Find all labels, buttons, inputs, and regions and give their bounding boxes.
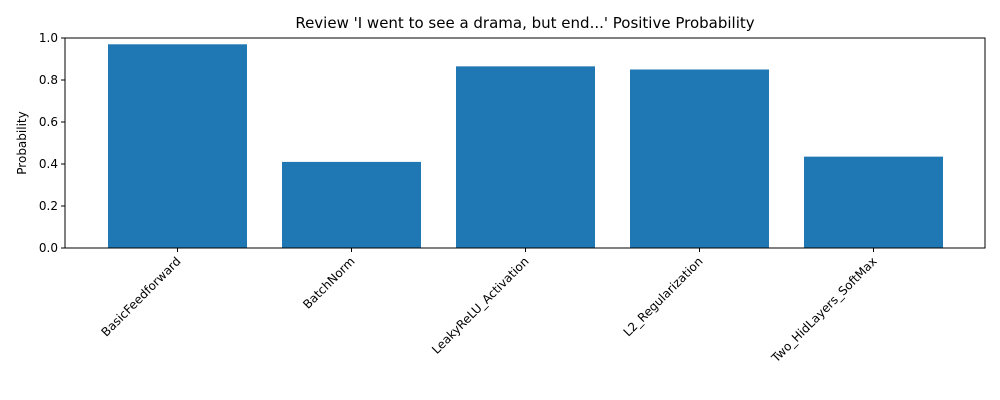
y-ticks-group: 0.0 0.2 0.4 0.6 0.8 1.0 [39, 31, 65, 255]
y-tick-label: 0.6 [39, 115, 58, 129]
y-tick-label: 0.8 [39, 73, 58, 87]
x-tick-label: L2_Regularization [621, 254, 706, 339]
x-tick-label: BasicFeedforward [98, 254, 183, 339]
bar-BasicFeedforward [108, 44, 247, 248]
x-tick-label: LeakyReLU_Activation [429, 254, 532, 357]
chart-title: Review 'I went to see a drama, but end..… [295, 14, 754, 32]
y-tick-label: 0.2 [39, 199, 58, 213]
y-tick-label: 0.4 [39, 157, 58, 171]
bar-L2_Regularization [630, 69, 769, 248]
x-ticks-group: BasicFeedforward BatchNorm LeakyReLU_Activ… [98, 248, 880, 366]
x-tick-label: BatchNorm [300, 254, 357, 311]
bar-LeakyReLU_Activation [456, 66, 595, 248]
plot-frame [64, 37, 986, 249]
x-tick-label: Two_HidLayers_SoftMax [768, 254, 879, 365]
bar-Two_HidLayers_SoftMax [804, 156, 943, 248]
bars-group [108, 44, 943, 248]
y-tick-label: 0.0 [39, 241, 58, 255]
y-axis-label: Probability [15, 111, 29, 174]
y-tick-label: 1.0 [39, 31, 58, 45]
bar-BatchNorm [282, 161, 421, 248]
